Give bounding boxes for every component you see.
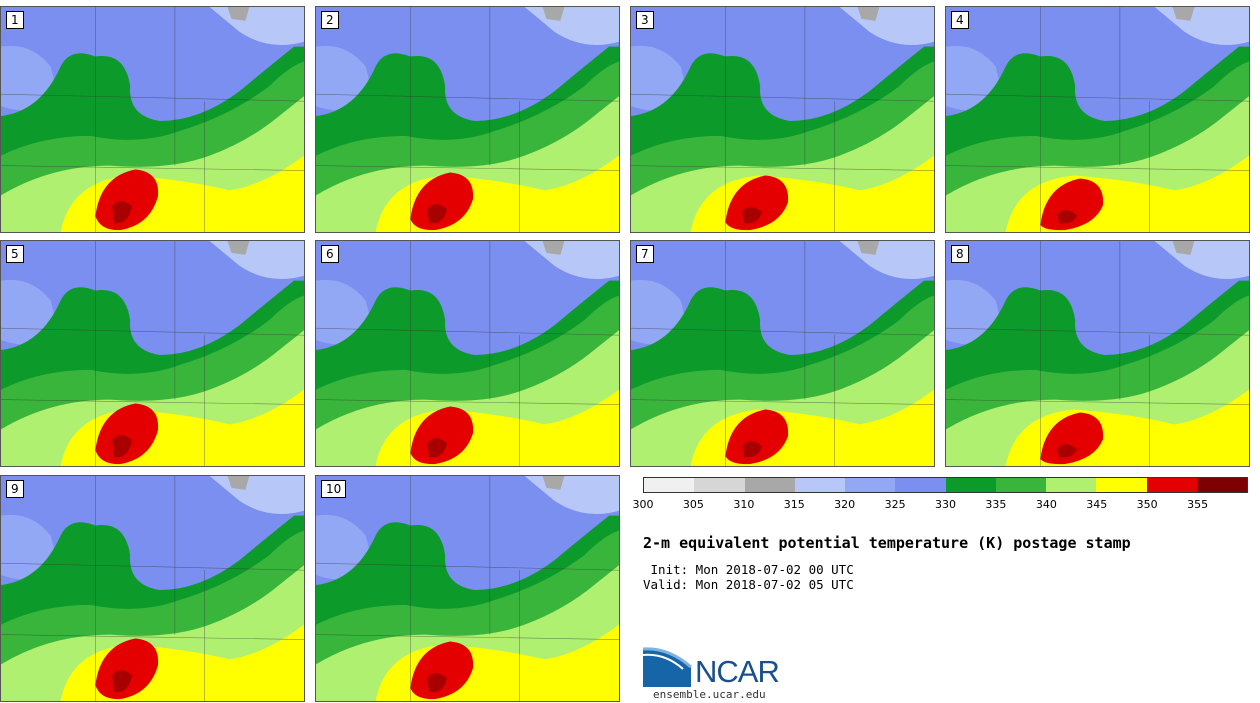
colorbar-tick-label: 325: [884, 498, 906, 511]
theta-e-field: [631, 7, 934, 232]
member-label: 4: [951, 11, 969, 29]
theta-e-field: [946, 7, 1249, 232]
map-panel[interactable]: 7: [630, 240, 935, 467]
ncar-logo-text: NCAR: [695, 654, 780, 689]
colorbar-tick-label: 355: [1187, 498, 1209, 511]
map-panel[interactable]: 4: [945, 6, 1250, 233]
map-panel[interactable]: 8: [945, 240, 1250, 467]
member-label: 1: [6, 11, 24, 29]
colorbar-swatch: [995, 478, 1046, 492]
colorbar-tick-label: 335: [985, 498, 1007, 511]
map-panel[interactable]: 6: [315, 240, 620, 467]
colorbar: [643, 477, 1248, 493]
map-panel[interactable]: 5: [0, 240, 305, 467]
member-label: 9: [6, 480, 24, 498]
colorbar-swatch: [1196, 478, 1247, 492]
colorbar-tick-label: 310: [733, 498, 755, 511]
map-panel[interactable]: 3: [630, 6, 935, 233]
member-label: 3: [636, 11, 654, 29]
member-label: 10: [321, 480, 347, 498]
map-panel[interactable]: 2: [315, 6, 620, 233]
colorbar-tick-label: 350: [1136, 498, 1158, 511]
colorbar-swatch: [845, 478, 896, 492]
member-label: 5: [6, 245, 24, 263]
init-time: Init: Mon 2018-07-02 00 UTC: [643, 562, 854, 577]
colorbar-tick-label: 330: [935, 498, 956, 511]
colorbar-swatch: [945, 478, 996, 492]
colorbar-tick-label: 320: [834, 498, 856, 511]
theta-e-field: [1, 7, 304, 232]
member-label: 8: [951, 245, 969, 263]
colorbar-tick-label: 305: [682, 498, 704, 511]
colorbar-swatch: [794, 478, 845, 492]
colorbar-tick-label: 345: [1086, 498, 1108, 511]
theta-e-field: [316, 476, 619, 701]
theta-e-field: [1, 241, 304, 466]
colorbar-swatch: [644, 478, 695, 492]
member-label: 7: [636, 245, 654, 263]
valid-time: Valid: Mon 2018-07-02 05 UTC: [643, 577, 854, 592]
map-panel[interactable]: 9: [0, 475, 305, 702]
colorbar-tick-label: 315: [783, 498, 805, 511]
theta-e-field: [316, 241, 619, 466]
colorbar-tick-label: 300: [632, 498, 654, 511]
theta-e-field: [631, 241, 934, 466]
ncar-logo-icon: [643, 647, 692, 687]
map-panel[interactable]: 10: [315, 475, 620, 702]
plot-title: 2-m equivalent potential temperature (K)…: [643, 534, 1131, 552]
colorbar-swatch: [1146, 478, 1197, 492]
map-panel[interactable]: 1: [0, 6, 305, 233]
colorbar-swatch: [1096, 478, 1147, 492]
colorbar-swatch: [1046, 478, 1097, 492]
colorbar-swatch: [694, 478, 745, 492]
theta-e-field: [1, 476, 304, 701]
theta-e-field: [946, 241, 1249, 466]
member-label: 6: [321, 245, 339, 263]
colorbar-tick-label: 340: [1035, 498, 1057, 511]
colorbar-swatch: [895, 478, 946, 492]
theta-e-field: [316, 7, 619, 232]
member-label: 2: [321, 11, 339, 29]
colorbar-swatch: [744, 478, 795, 492]
site-url[interactable]: ensemble.ucar.edu: [653, 688, 766, 701]
